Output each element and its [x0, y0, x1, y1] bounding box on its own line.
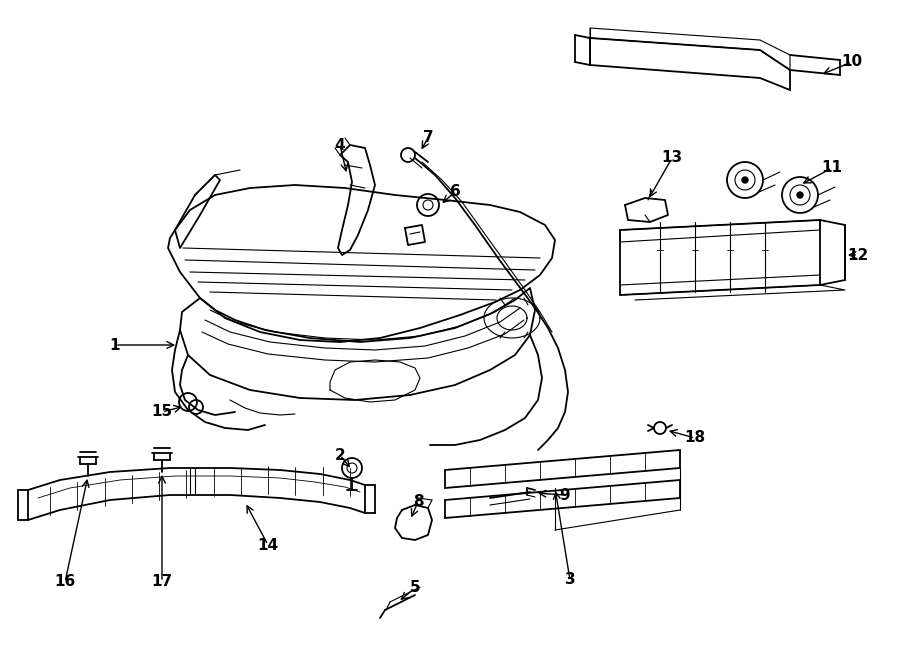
- Text: 12: 12: [848, 247, 868, 262]
- Text: 1: 1: [110, 338, 121, 352]
- Text: 18: 18: [684, 430, 706, 446]
- Circle shape: [742, 177, 748, 183]
- Polygon shape: [445, 480, 680, 518]
- Text: 2: 2: [335, 447, 346, 463]
- Text: 9: 9: [560, 488, 571, 502]
- Text: 5: 5: [410, 580, 420, 596]
- Polygon shape: [445, 450, 680, 488]
- Text: 8: 8: [413, 494, 423, 510]
- Polygon shape: [620, 220, 820, 295]
- Text: 7: 7: [423, 130, 433, 145]
- Polygon shape: [590, 38, 790, 90]
- Text: 3: 3: [564, 572, 575, 588]
- Text: 17: 17: [151, 574, 173, 590]
- Circle shape: [797, 192, 803, 198]
- Text: 14: 14: [257, 537, 279, 553]
- Text: 16: 16: [54, 574, 76, 590]
- Text: 13: 13: [662, 151, 682, 165]
- Text: 15: 15: [151, 405, 173, 420]
- Text: 4: 4: [335, 137, 346, 153]
- Text: 11: 11: [822, 161, 842, 176]
- Text: 6: 6: [450, 184, 461, 200]
- Text: 10: 10: [842, 54, 862, 69]
